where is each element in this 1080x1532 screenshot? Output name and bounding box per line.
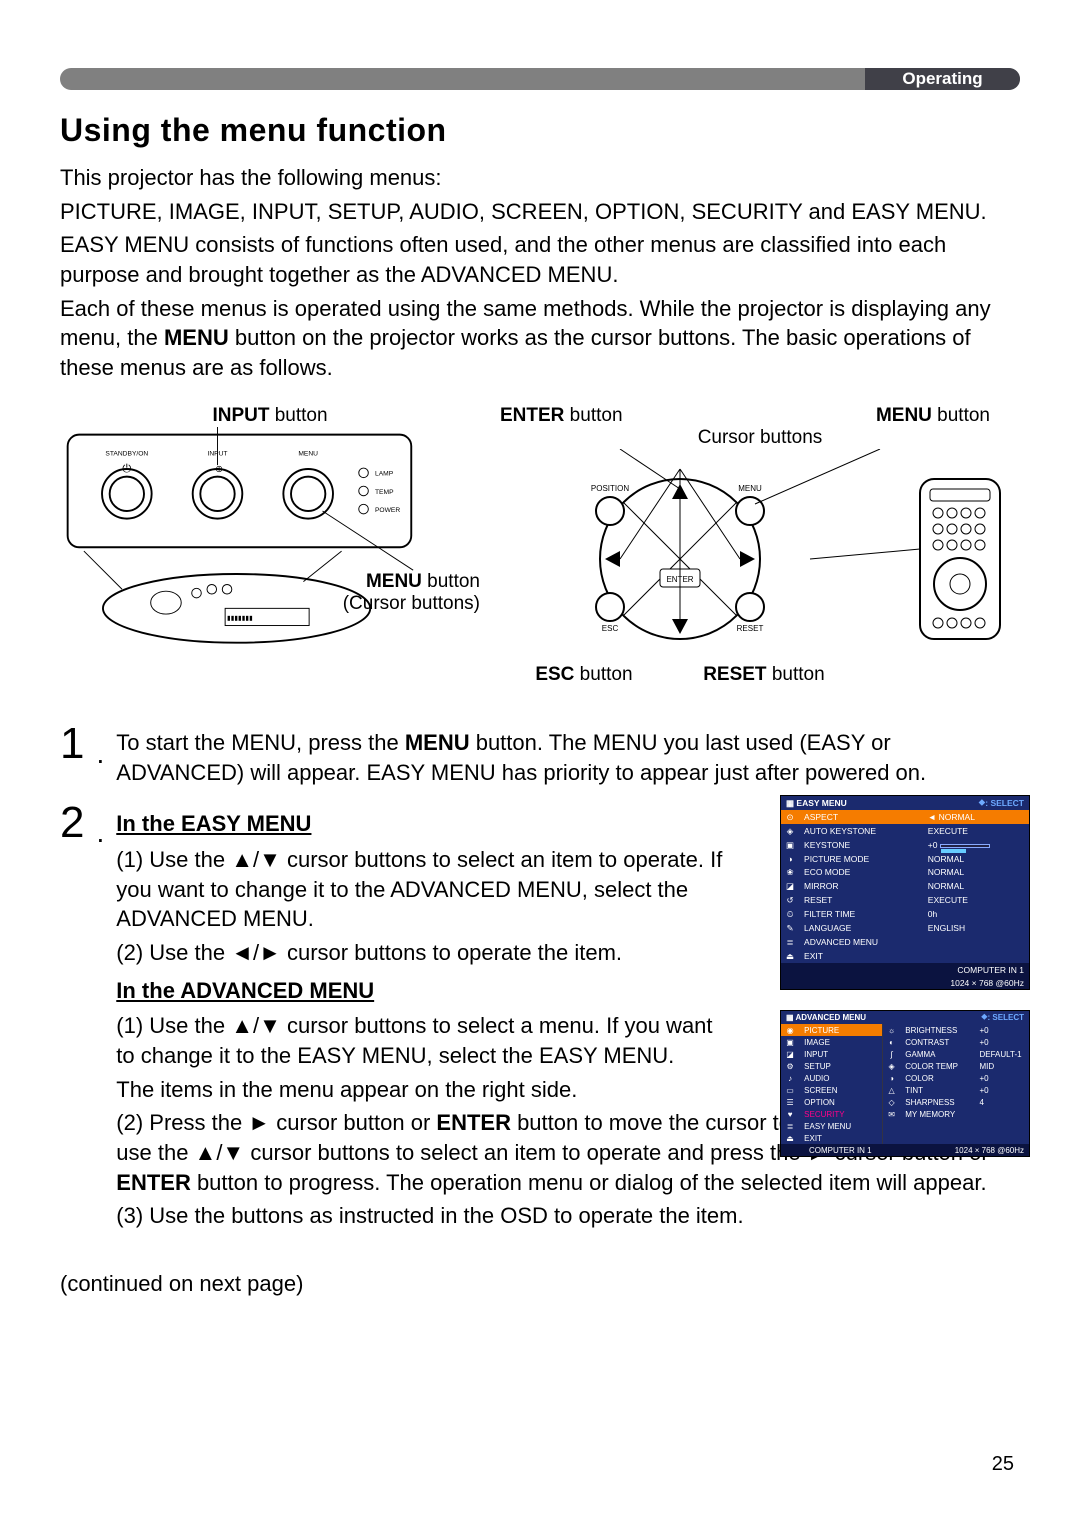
adv-menu-heading: In the ADVANCED MENU bbox=[116, 976, 374, 1006]
adv-menu-right-row: ∫GAMMADEFAULT-1 bbox=[883, 1048, 1029, 1060]
easy-step-2: (2) Use the ◄/► cursor buttons to operat… bbox=[116, 938, 736, 968]
easy-menu-row: ◈AUTO KEYSTONEEXECUTE bbox=[781, 824, 1029, 838]
adv-menu-left-row: ◉PICTURE bbox=[781, 1024, 882, 1036]
nav-svg: ENTER POSITION MENU ESC RESET bbox=[500, 449, 1020, 659]
easy-menu-row: ⊙ASPECT◄ NORMAL bbox=[781, 810, 1029, 824]
adv-menu-right-row: ◑COLOR+0 bbox=[883, 1072, 1029, 1084]
adv-menu-left-row: ▭SCREEN bbox=[781, 1084, 882, 1096]
svg-text:-⊕: -⊕ bbox=[212, 464, 223, 475]
easy-menu-heading: In the EASY MENU bbox=[116, 809, 311, 839]
remote-diagram: ENTER button MENU button Cursor buttons bbox=[500, 405, 1020, 686]
easy-menu-row: ↺RESETEXECUTE bbox=[781, 893, 1029, 907]
adv-step-1b: The items in the menu appear on the righ… bbox=[116, 1075, 736, 1105]
label-menu: MENU bbox=[298, 450, 318, 457]
page-title: Using the menu function bbox=[60, 112, 1020, 149]
adv-step-3: (3) Use the buttons as instructed in the… bbox=[116, 1201, 1020, 1231]
adv-menu-left-row: ♥SECURITY bbox=[781, 1108, 882, 1120]
intro-line-1: This projector has the following menus: bbox=[60, 163, 1020, 193]
projector-diagram: INPUT button STANDBY/ON INPUT MENU ⏻ -⊕ … bbox=[60, 405, 480, 616]
adv-menu-right-row: ◐CONTRAST+0 bbox=[883, 1036, 1029, 1048]
step-1: 1. To start the MENU, press the MENU but… bbox=[60, 722, 1020, 787]
svg-text:▮▮▮▮▮▮▮: ▮▮▮▮▮▮▮ bbox=[227, 615, 253, 622]
easy-menu-row: ▣KEYSTONE+0 bbox=[781, 838, 1029, 852]
svg-text:⏻: ⏻ bbox=[122, 463, 131, 475]
header-section: Operating bbox=[865, 68, 1020, 90]
easy-menu-row: ◪MIRRORNORMAL bbox=[781, 879, 1029, 893]
easy-menu-row: ✎LANGUAGEENGLISH bbox=[781, 921, 1029, 935]
intro-line-2: PICTURE, IMAGE, INPUT, SETUP, AUDIO, SCR… bbox=[60, 197, 1020, 227]
continued-note: (continued on next page) bbox=[60, 1271, 1020, 1297]
adv-step-1: (1) Use the ▲/▼ cursor buttons to select… bbox=[116, 1011, 736, 1070]
svg-text:POWER: POWER bbox=[375, 507, 400, 514]
menu-screenshots: ▦ EASY MENU⯁: SELECT ⊙ASPECT◄ NORMAL◈AUT… bbox=[780, 795, 1030, 1157]
header-bar: Operating bbox=[60, 68, 1020, 90]
svg-text:POSITION: POSITION bbox=[591, 484, 629, 493]
easy-menu-row: ≣ADVANCED MENU bbox=[781, 935, 1029, 949]
adv-menu-left-row: ≣EASY MENU bbox=[781, 1120, 882, 1132]
intro-line-4: Each of these menus is operated using th… bbox=[60, 294, 1020, 383]
adv-menu-left-row: ◪INPUT bbox=[781, 1048, 882, 1060]
easy-menu-row: ⏏EXIT bbox=[781, 949, 1029, 963]
adv-menu-left-row: ♪AUDIO bbox=[781, 1072, 882, 1084]
advanced-menu-screenshot: ▦ ADVANCED MENU⯁: SELECT ◉PICTURE▣IMAGE◪… bbox=[780, 1010, 1030, 1157]
adv-menu-right-row: ◇SHARPNESS4 bbox=[883, 1096, 1029, 1108]
adv-menu-left-row: ⚙SETUP bbox=[781, 1060, 882, 1072]
easy-menu-row: ◑PICTURE MODENORMAL bbox=[781, 852, 1029, 865]
easy-menu-row: ❀ECO MODENORMAL bbox=[781, 865, 1029, 879]
easy-menu-screenshot: ▦ EASY MENU⯁: SELECT ⊙ASPECT◄ NORMAL◈AUT… bbox=[780, 795, 1030, 990]
adv-menu-right-row: ✉MY MEMORY bbox=[883, 1108, 1029, 1120]
svg-text:LAMP: LAMP bbox=[375, 470, 394, 477]
adv-menu-right-row: △TINT+0 bbox=[883, 1084, 1029, 1096]
diagram-row: INPUT button STANDBY/ON INPUT MENU ⏻ -⊕ … bbox=[60, 405, 1020, 686]
svg-text:TEMP: TEMP bbox=[375, 489, 394, 496]
svg-text:MENU: MENU bbox=[738, 484, 762, 493]
label-standby: STANDBY/ON bbox=[105, 450, 148, 457]
easy-menu-row: ⏲FILTER TIME0h bbox=[781, 907, 1029, 921]
page-number: 25 bbox=[992, 1453, 1014, 1476]
svg-text:RESET: RESET bbox=[737, 624, 764, 633]
adv-menu-left-row: ⏏EXIT bbox=[781, 1132, 882, 1144]
easy-step-1: (1) Use the ▲/▼ cursor buttons to select… bbox=[116, 845, 736, 934]
step-2: 2. In the EASY MENU (1) Use the ▲/▼ curs… bbox=[60, 801, 1020, 1235]
intro-line-3: EASY MENU consists of functions often us… bbox=[60, 230, 1020, 289]
adv-menu-left-row: ▣IMAGE bbox=[781, 1036, 882, 1048]
adv-menu-left-row: ☰OPTION bbox=[781, 1096, 882, 1108]
svg-text:ESC: ESC bbox=[602, 624, 619, 633]
adv-menu-right-row: ◈COLOR TEMPMID bbox=[883, 1060, 1029, 1072]
adv-menu-right-row: ☼BRIGHTNESS+0 bbox=[883, 1024, 1029, 1036]
